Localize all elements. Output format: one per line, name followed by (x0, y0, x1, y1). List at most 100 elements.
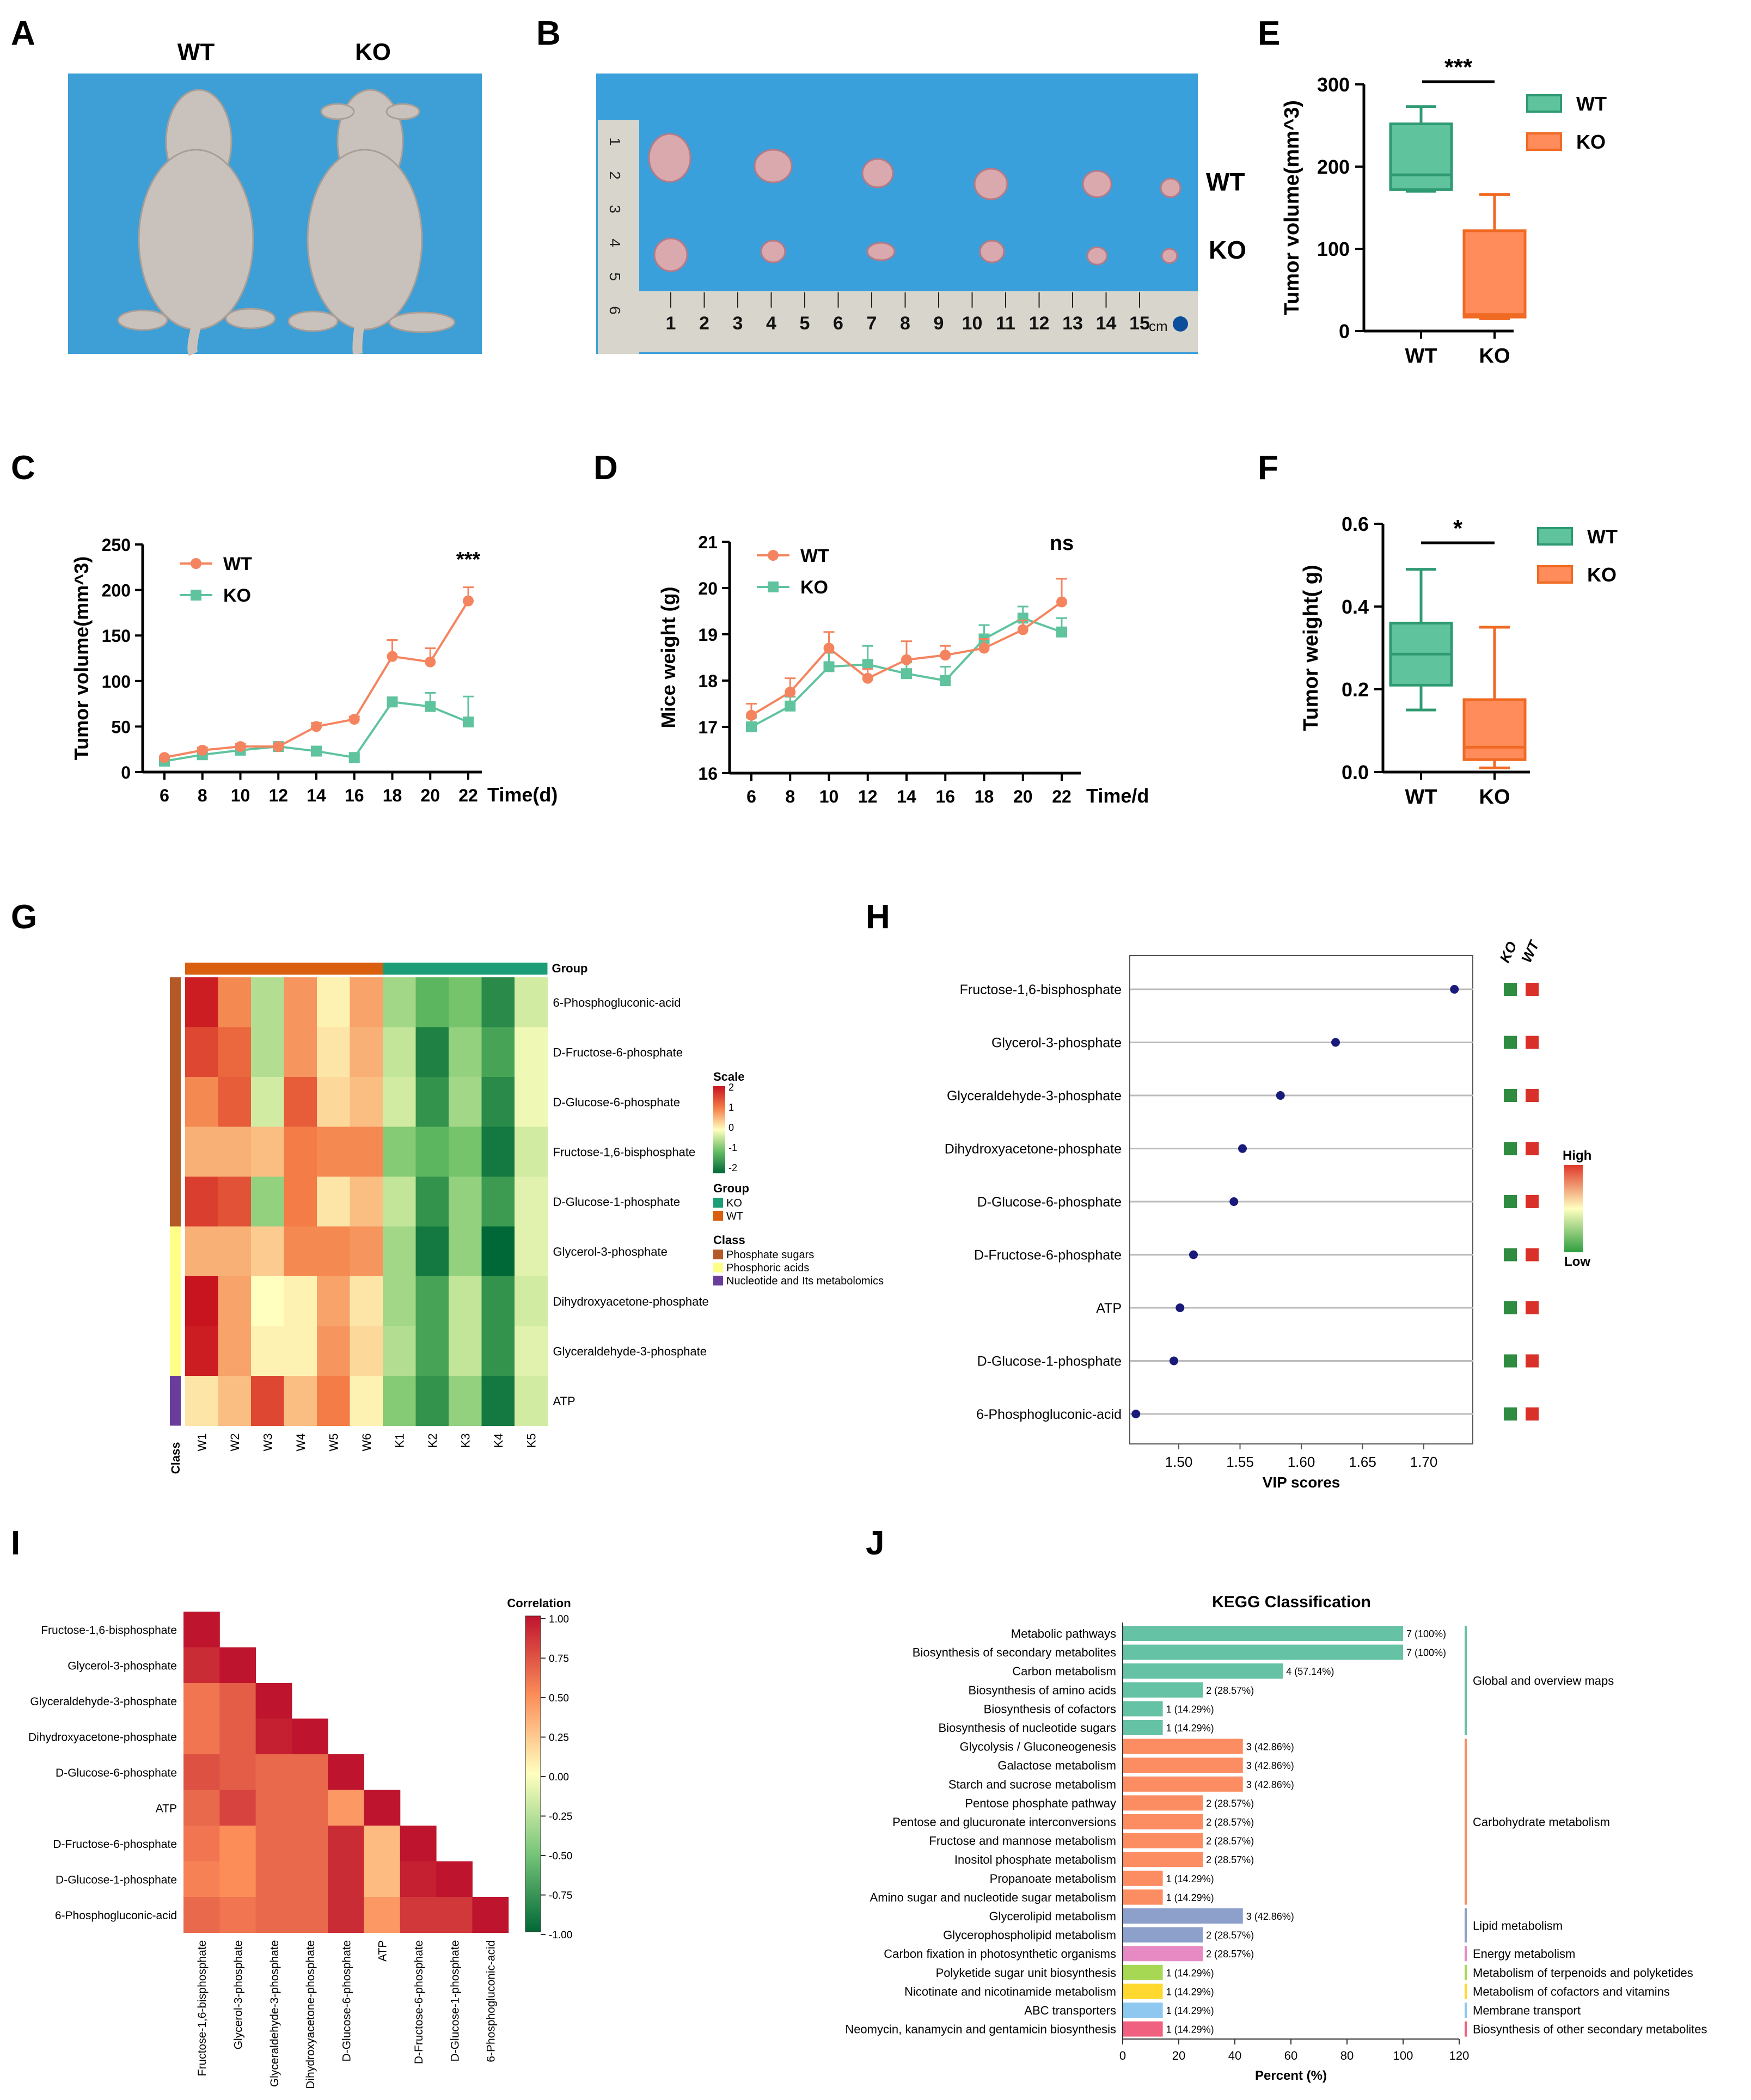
y-axis-title: Tumor volume(mm^3) (70, 556, 93, 760)
data-point-ko (425, 701, 436, 712)
kegg-category-label: Polyketide sugar unit biosynthesis (936, 1966, 1116, 1980)
heatmap-cell (251, 1376, 284, 1426)
data-point-wt (1017, 624, 1028, 635)
correlation-row-label: Glycerol-3-phosphate (68, 1660, 177, 1672)
tumor-ko (653, 237, 688, 272)
panel-label-g: G (11, 898, 37, 936)
x-tick-label: 12 (268, 786, 288, 805)
vip-wt-indicator (1526, 1195, 1539, 1208)
heatmap-cell (481, 1326, 515, 1376)
chart-f-tumor-weight-box: 0.0 0.2 0.4 0.6 Tumor weight( g) WT KO * WT KO (1300, 513, 1618, 809)
correlation-cell (364, 1826, 401, 1862)
x-tick-label: 1.55 (1226, 1454, 1254, 1470)
x-tick-label: 1.50 (1165, 1454, 1193, 1470)
correlation-row-label: Glyceraldehyde-3-phosphate (30, 1695, 177, 1708)
heatmap-cell (383, 1177, 416, 1227)
data-point-wt (1056, 596, 1067, 608)
heatmap-cell (415, 1126, 449, 1177)
heatmap-cell (449, 1177, 482, 1227)
kegg-group-label: Biosynthesis of other secondary metaboli… (1473, 2023, 1707, 2036)
heatmap-cell (317, 1027, 350, 1077)
kegg-category-label: Galactose metabolism (997, 1759, 1116, 1772)
vip-category-label: Glyceraldehyde-3-phosphate (947, 1088, 1122, 1104)
heatmap-cell (515, 1276, 548, 1326)
class-bar-phosphoric-acids (170, 1226, 181, 1376)
kegg-bar (1123, 1795, 1203, 1811)
legend-gradient-bar (1564, 1165, 1583, 1252)
heatmap-cell (185, 977, 218, 1027)
photo-a-wt-label: WT (177, 39, 215, 65)
panel-label-e: E (1258, 15, 1280, 52)
legend-scale-bar (713, 1086, 725, 1173)
correlation-cell (255, 1861, 292, 1897)
y-tick-label: 17 (698, 718, 718, 737)
correlation-cell (328, 1790, 364, 1826)
kegg-bar (1123, 1814, 1203, 1829)
correlation-row-label: ATP (156, 1802, 177, 1815)
heatmap-cell (415, 977, 449, 1027)
heatmap-cell (251, 1276, 284, 1326)
correlation-row-label: 6-Phosphogluconic-acid (55, 1909, 177, 1922)
correlation-col-label: D-Fructose-6-phosphate (413, 1940, 425, 2065)
vip-point (1170, 1356, 1178, 1366)
panel-label-d: D (593, 449, 618, 487)
heatmap-row-label: 6-Phosphogluconic-acid (553, 996, 681, 1009)
vip-ko-indicator (1504, 1142, 1517, 1155)
correlation-cell (291, 1897, 328, 1933)
vip-category-label: Dihydroxyacetone-phosphate (945, 1142, 1122, 1157)
data-point-wt (862, 672, 873, 684)
legend-group-swatch (713, 1198, 723, 1208)
heatmap-cell (383, 1077, 416, 1127)
data-point-wt (785, 687, 796, 698)
vip-wt-indicator (1526, 983, 1539, 996)
kegg-category-label: Biosynthesis of secondary metabolites (913, 1646, 1116, 1660)
correlation-row-label: Fructose-1,6-bisphosphate (41, 1624, 177, 1637)
heatmap-row-label: Glycerol-3-phosphate (553, 1245, 668, 1258)
correlation-col-label: ATP (377, 1940, 389, 1962)
correlation-cell (183, 1718, 220, 1755)
ruler-number: 9 (934, 313, 944, 334)
kegg-bar (1123, 1983, 1163, 1999)
ruler-number: 12 (1029, 313, 1050, 334)
heatmap-cell (383, 1027, 416, 1077)
legend-scale-tick: -1 (728, 1142, 737, 1153)
heatmap-cell (449, 1077, 482, 1127)
heatmap-cell (481, 1027, 515, 1077)
heatmap-cell (449, 1126, 482, 1177)
x-tick-label: 10 (231, 786, 250, 805)
heatmap-col-label: K2 (426, 1434, 439, 1448)
ruler-number: 5 (800, 313, 810, 334)
legend-marker-wt (191, 558, 201, 569)
y-axis-title: Mice weight (g) (657, 587, 679, 728)
x-tick-label: 6 (160, 786, 169, 805)
data-point-ko (1056, 626, 1067, 638)
ruler-side-number: 1 (607, 137, 623, 146)
heatmap-col-label: W1 (195, 1434, 209, 1452)
legend-group-title: Group (713, 1181, 749, 1195)
legend-label-ko: KO (800, 577, 828, 598)
heatmap-cell (218, 1177, 252, 1227)
x-tick-label: 22 (1052, 787, 1072, 806)
ruler-number: 14 (1096, 313, 1117, 334)
data-point-wt (746, 709, 757, 721)
heatmap-cell (415, 1077, 449, 1127)
correlation-cell (219, 1897, 256, 1933)
kegg-category-label: Biosynthesis of amino acids (969, 1683, 1116, 1697)
y-tick-label: 0 (1339, 320, 1350, 342)
vip-point (1189, 1250, 1198, 1259)
vip-wt-indicator (1526, 1301, 1539, 1314)
heatmap-cell (515, 1326, 548, 1376)
correlation-cell (255, 1826, 292, 1862)
significance-label: * (1453, 515, 1463, 542)
y-tick-label: 0.6 (1342, 513, 1369, 535)
tumor-wt (974, 168, 1008, 200)
heatmap-cell (515, 1077, 548, 1127)
correlation-cell (436, 1897, 473, 1933)
heatmap-cell (350, 1326, 383, 1376)
heatmap-cell (185, 1027, 218, 1077)
x-tick-label: 22 (458, 786, 478, 805)
heatmap-cell (218, 1027, 252, 1077)
x-tick-label: 80 (1340, 2049, 1354, 2062)
correlation-cell (400, 1861, 437, 1897)
correlation-cell (255, 1718, 292, 1755)
